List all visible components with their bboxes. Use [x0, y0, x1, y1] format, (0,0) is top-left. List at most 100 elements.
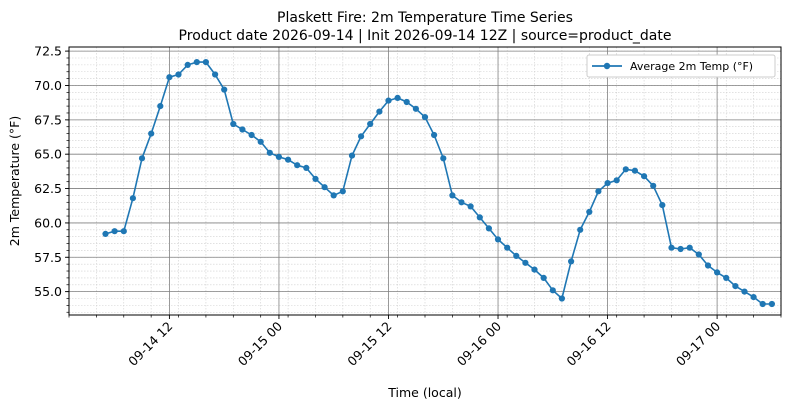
data-point — [768, 300, 776, 308]
data-point — [421, 114, 429, 121]
data-point — [595, 188, 602, 195]
data-point — [385, 97, 392, 104]
x-axis-label: Time (local) — [387, 385, 461, 400]
data-point — [285, 156, 292, 163]
data-point — [613, 177, 620, 184]
chart-title: Plaskett Fire: 2m Temperature Time Serie… — [277, 10, 573, 26]
data-point — [248, 131, 255, 139]
data-point — [449, 192, 456, 199]
data-point — [467, 203, 474, 210]
data-point — [376, 108, 383, 115]
y-tick-label: 65.0 — [34, 147, 62, 162]
data-point — [668, 244, 675, 251]
data-point — [641, 173, 648, 180]
data-point — [458, 199, 465, 206]
data-point — [686, 244, 693, 251]
data-point — [339, 188, 346, 195]
y-tick-label: 72.5 — [34, 44, 62, 59]
data-point — [476, 214, 483, 221]
data-point — [650, 182, 657, 189]
data-point — [221, 86, 228, 93]
data-point — [504, 244, 511, 251]
data-point — [759, 300, 766, 308]
data-point — [549, 287, 556, 294]
data-point — [513, 252, 520, 259]
y-tick-label: 67.5 — [34, 112, 62, 127]
y-tick-label: 55.0 — [34, 284, 62, 299]
data-point — [321, 184, 328, 191]
data-point — [138, 155, 146, 162]
data-point — [348, 152, 356, 159]
data-point — [129, 195, 136, 202]
legend-entry-temperature: Average 2m Temp (°F) — [630, 60, 753, 73]
y-axis-label: 2m Temperature (°F) — [7, 116, 22, 246]
data-point — [741, 288, 748, 295]
data-point — [312, 175, 319, 182]
series-line — [105, 61, 772, 305]
legend-marker-swatch — [603, 62, 611, 70]
data-point — [494, 236, 502, 243]
data-point — [394, 94, 401, 101]
x-tick-label: 09-15 00 — [235, 318, 285, 368]
data-point — [412, 105, 419, 112]
x-tick-label: 09-16 00 — [454, 318, 504, 368]
x-tick-label: 09-14 12 — [125, 319, 175, 369]
y-tick-label: 60.0 — [34, 215, 62, 230]
data-point — [677, 245, 684, 253]
data-point — [330, 192, 337, 199]
x-tick-label: 09-17 00 — [673, 318, 723, 368]
data-point — [166, 74, 173, 81]
data-point — [622, 166, 629, 173]
data-point — [148, 130, 155, 137]
y-tick-label: 62.5 — [34, 181, 62, 196]
data-point — [568, 258, 575, 265]
data-point — [275, 153, 282, 160]
data-point — [695, 251, 702, 258]
data-point — [184, 61, 191, 68]
data-point — [558, 295, 566, 302]
data-point — [586, 208, 593, 215]
data-point — [704, 262, 712, 269]
data-point — [440, 155, 447, 162]
data-point — [540, 274, 547, 281]
y-tick-label: 70.0 — [34, 78, 62, 93]
data-point — [659, 202, 666, 209]
legend: Average 2m Temp (°F) — [586, 54, 776, 78]
chart-subtitle: Product date 2026-09-14 | Init 2026-09-1… — [179, 28, 672, 44]
data-point — [120, 228, 127, 235]
data-point — [485, 225, 492, 232]
data-point — [212, 71, 219, 78]
data-point — [102, 230, 109, 237]
data-point — [431, 131, 438, 139]
data-point — [522, 259, 529, 266]
data-point — [714, 269, 721, 276]
data-point — [111, 228, 118, 235]
data-point — [750, 294, 757, 301]
data-point — [175, 71, 182, 78]
data-point — [294, 162, 301, 169]
data-point — [577, 226, 584, 233]
legend-box — [586, 54, 776, 78]
y-tick-label: 57.5 — [34, 250, 62, 265]
data-point — [723, 274, 730, 281]
data-point — [266, 149, 273, 156]
y-axis: 55.0 57.5 60.0 62.5 65.0 67.5 70.0 72.5 — [34, 44, 69, 313]
x-tick-label: 09-16 12 — [563, 319, 613, 369]
data-point — [230, 120, 237, 128]
data-point — [403, 98, 410, 106]
minor-grid — [68, 47, 782, 315]
data-point — [367, 120, 374, 128]
data-point — [239, 126, 246, 133]
data-point — [631, 167, 639, 174]
data-point — [531, 266, 538, 273]
data-point — [604, 180, 611, 187]
data-point — [257, 138, 264, 145]
data-point — [358, 133, 365, 140]
data-point — [193, 59, 200, 66]
data-point — [157, 103, 164, 110]
data-point — [303, 164, 310, 171]
data-point — [202, 59, 209, 66]
series-temperature — [102, 59, 776, 308]
x-axis: 09-14 12 09-15 00 09-15 12 09-16 00 09-16 12… — [68, 315, 782, 369]
